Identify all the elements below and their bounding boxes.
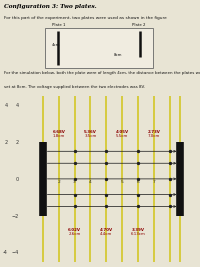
Text: 4: 4 (5, 103, 8, 108)
Text: 3.5cm: 3.5cm (84, 134, 97, 138)
Text: Plate 2: Plate 2 (132, 23, 146, 28)
Text: 3: 3 (73, 180, 76, 184)
Text: 2.73V: 2.73V (147, 130, 160, 134)
Text: 6: 6 (137, 180, 139, 184)
Text: 2.6cm: 2.6cm (68, 232, 81, 236)
Text: 4cm: 4cm (52, 44, 60, 47)
Text: set at 8cm. The voltage supplied between the two electrodes was 8V.: set at 8cm. The voltage supplied between… (4, 85, 145, 89)
Text: 7: 7 (152, 180, 155, 184)
Text: Plate 1: Plate 1 (52, 23, 66, 28)
Text: 5.36V: 5.36V (84, 130, 97, 134)
Text: 7.0cm: 7.0cm (148, 134, 160, 138)
Text: 4.4cm: 4.4cm (100, 232, 112, 236)
Text: 3.39V: 3.39V (131, 228, 144, 232)
Text: 6.68V: 6.68V (52, 130, 65, 134)
Text: 8cm: 8cm (113, 53, 122, 57)
Text: For this part of the experiment, two plates were used as shown in the figure: For this part of the experiment, two pla… (4, 16, 167, 20)
Text: 4.70V: 4.70V (100, 228, 113, 232)
Text: 1.8cm: 1.8cm (53, 134, 65, 138)
Text: 4.05V: 4.05V (116, 130, 129, 134)
Text: For the simulation below, both the plate were of length 4cm, the distance betwee: For the simulation below, both the plate… (4, 71, 200, 75)
Text: 6.13cm: 6.13cm (130, 232, 145, 236)
Text: 2: 2 (57, 180, 60, 184)
Text: 2: 2 (5, 140, 8, 145)
Text: 6.02V: 6.02V (68, 228, 81, 232)
Text: -4: -4 (3, 250, 8, 255)
Text: 5: 5 (121, 180, 124, 184)
Text: 4: 4 (89, 180, 92, 184)
Text: 5.5cm: 5.5cm (116, 134, 128, 138)
Text: Configuration 3: Two plates.: Configuration 3: Two plates. (4, 4, 97, 9)
